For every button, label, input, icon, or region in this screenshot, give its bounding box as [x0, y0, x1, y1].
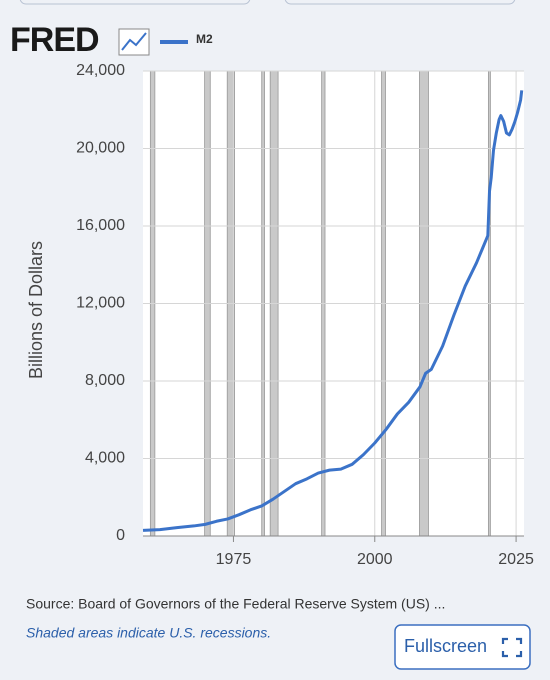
button-label[interactable]: Fullscreen: [404, 636, 487, 656]
fullscreen-button[interactable]: Fullscreen: [394, 624, 531, 670]
y-tick-label: 24,000: [76, 62, 125, 79]
x-tick-label: 2000: [357, 551, 393, 568]
note: Shaded areas indicate U.S. recessions.: [26, 625, 271, 641]
logo-icon: [118, 28, 150, 56]
y-tick-label: 4,000: [85, 450, 125, 467]
y-tick-label: 0: [116, 527, 125, 544]
logo: FRED: [10, 21, 99, 59]
y-tick-label: 8,000: [85, 372, 125, 389]
y-axis-label: Billions of Dollars: [26, 241, 46, 379]
button-icon[interactable]: [501, 637, 523, 658]
series-line: [142, 90, 524, 532]
y-tick-label: 20,000: [76, 140, 125, 157]
y-tick-label: 12,000: [76, 295, 125, 312]
source: Source: Board of Governors of the Federa…: [26, 596, 445, 612]
x-tick-label: 1975: [216, 551, 252, 568]
x-tick-label: 2025: [498, 551, 534, 568]
y-tick-label: 16,000: [76, 217, 125, 234]
top-control: [284, 0, 516, 5]
button-frame[interactable]: [394, 624, 531, 670]
legend-label: M2: [196, 32, 213, 46]
top-control: [19, 0, 251, 5]
